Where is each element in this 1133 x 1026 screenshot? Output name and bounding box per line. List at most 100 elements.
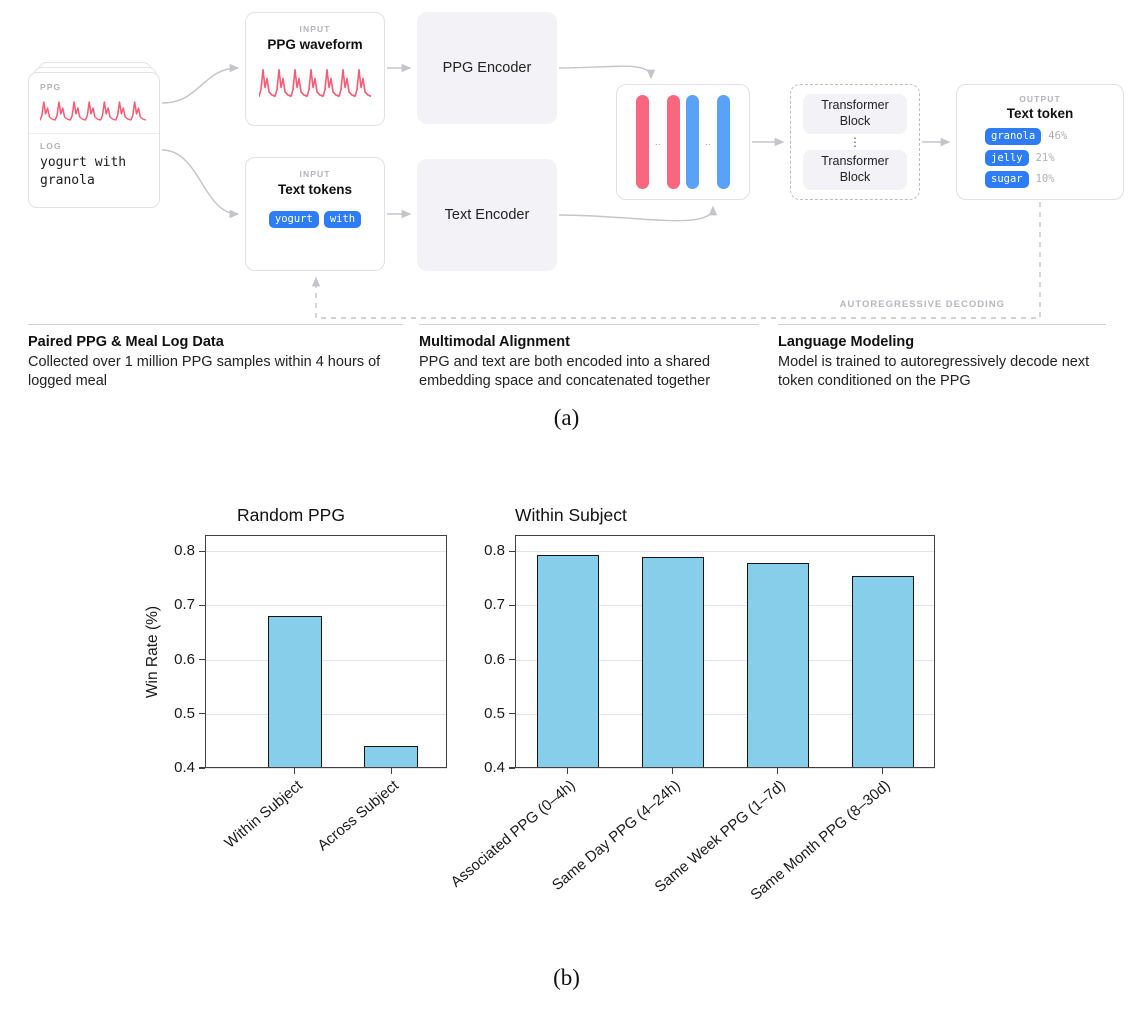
bar xyxy=(641,557,704,768)
transformer-stack-box: Transformer Block ⋮ Transformer Block xyxy=(790,84,920,200)
token-probability: 21% xyxy=(1035,151,1055,164)
y-tick-mark xyxy=(509,659,515,661)
ppg-embedding-bar xyxy=(667,95,680,189)
y-tick-label: 0.4 xyxy=(484,759,505,776)
x-tick-mark xyxy=(671,768,674,774)
token-probability: 10% xyxy=(1035,173,1055,186)
ppg-encoder-label: PPG Encoder xyxy=(442,60,532,76)
gridline xyxy=(205,768,447,769)
note-language-modeling: Language Modeling Model is trained to au… xyxy=(778,324,1106,392)
x-tick-label-text: Same Week PPG (1–7d) xyxy=(651,777,789,896)
y-tick-label: 0.8 xyxy=(484,542,505,560)
autoregressive-decoding-label: AUTOREGRESSIVE DECODING xyxy=(839,299,1005,310)
gridline xyxy=(515,605,935,607)
gridline xyxy=(515,713,935,715)
subfigure-b-caption: (b) xyxy=(553,965,580,990)
x-tick-mark xyxy=(390,768,392,774)
x-tick-label-text: Within Subject xyxy=(221,777,306,852)
note-body: PPG and text are both encoded into a sha… xyxy=(419,354,711,390)
chart-title: Within Subject xyxy=(515,505,627,525)
y-tick-mark xyxy=(199,767,205,769)
meal-log-text-line1: yogurt with xyxy=(40,155,127,170)
input-text-title: Text tokens xyxy=(277,182,353,197)
x-tick-mark xyxy=(293,768,296,774)
token-chip: granola xyxy=(985,128,1042,145)
text-embedding-bar xyxy=(686,95,699,189)
y-tick-label: 0.8 xyxy=(174,542,195,560)
y-tick-label: 0.7 xyxy=(174,596,195,614)
y-tick-mark xyxy=(199,713,205,715)
y-tick-mark xyxy=(509,604,515,606)
x-tick-label-text: Associated PPG (0–4h) xyxy=(447,777,579,891)
input-kicker: INPUT xyxy=(299,24,331,34)
vertical-ellipsis: ⋮ xyxy=(849,135,861,149)
output-token-list: granola 46% jelly 21% sugar 10% xyxy=(985,128,1123,188)
output-token-row: sugar 10% xyxy=(985,171,1123,188)
bar xyxy=(267,616,322,768)
card-divider xyxy=(29,133,159,134)
output-token-row: jelly 21% xyxy=(985,149,1123,166)
y-tick-mark xyxy=(199,604,205,606)
note-body: Model is trained to autoregressively dec… xyxy=(778,354,1090,390)
input-ppg-waveform-box: INPUT PPG waveform xyxy=(245,12,385,126)
y-tick-label: 0.6 xyxy=(174,650,195,668)
token-chip: sugar xyxy=(985,171,1029,188)
transformer-block: Transformer Block xyxy=(803,150,907,190)
ppg-embedding-bar xyxy=(635,95,649,189)
y-tick-mark xyxy=(509,767,515,769)
chart-title: Random PPG xyxy=(237,505,345,525)
note-title: Paired PPG & Meal Log Data xyxy=(28,334,224,350)
gridline xyxy=(515,768,935,769)
ppg-section-label: PPG xyxy=(40,82,62,92)
embedding-box: .. .. xyxy=(616,84,750,200)
input-token-chips: yogurt with xyxy=(268,211,362,228)
y-tick-label: 0.4 xyxy=(174,759,195,776)
gridline xyxy=(205,551,447,553)
gridline xyxy=(515,659,935,661)
plot-area xyxy=(205,535,447,768)
bar xyxy=(746,562,809,768)
note-paired-data: Paired PPG & Meal Log Data Collected ove… xyxy=(28,324,403,392)
arrow-autoregressive-loop xyxy=(311,202,1041,319)
y-axis-label: Win Rate (%) xyxy=(144,605,161,698)
gridline xyxy=(205,659,447,661)
y-tick-label: 0.7 xyxy=(484,596,505,614)
meal-log-text-line2: granola xyxy=(40,172,95,188)
bar xyxy=(364,746,419,768)
x-tick-label-text: Across Subject xyxy=(314,777,403,855)
bar xyxy=(536,555,599,768)
x-tick-label-text: Same Month PPG (8–30d) xyxy=(747,777,894,904)
text-embedding-bar xyxy=(717,95,731,189)
x-tick-mark xyxy=(881,768,884,774)
output-box: OUTPUT Text token granola 46% jelly 21% … xyxy=(956,84,1124,200)
connector-arrows xyxy=(161,63,1041,319)
ppg-encoder-box: PPG Encoder xyxy=(417,12,557,124)
output-title: Text token xyxy=(1006,106,1074,121)
gridline xyxy=(515,551,935,553)
token-chip: jelly xyxy=(985,149,1029,166)
transformer-block: Transformer Block xyxy=(803,94,907,134)
input-ppg-title: PPG waveform xyxy=(267,37,363,52)
text-encoder-label: Text Encoder xyxy=(444,207,530,223)
gridline xyxy=(205,713,447,715)
text-encoder-box: Text Encoder xyxy=(417,159,557,271)
y-tick-mark xyxy=(199,659,205,661)
input-text-tokens-box: INPUT Text tokens yogurt with xyxy=(245,157,385,271)
x-tick-mark xyxy=(566,768,569,774)
output-token-row: granola 46% xyxy=(985,128,1123,145)
y-tick-label: 0.5 xyxy=(484,704,505,722)
ppg-waveform-icon xyxy=(40,101,146,121)
embedding-ellipsis: .. xyxy=(705,137,712,147)
note-title: Multimodal Alignment xyxy=(419,334,570,350)
note-title: Language Modeling xyxy=(778,334,915,350)
token-chip: with xyxy=(323,211,362,228)
y-tick-mark xyxy=(199,550,205,552)
arrow-ppgencoder-to-embed xyxy=(558,65,656,80)
subfigure-a-caption: (a) xyxy=(553,405,580,430)
token-chip: yogurt xyxy=(268,211,319,228)
arrow-card-to-text-input xyxy=(161,149,240,219)
log-section-label: LOG xyxy=(40,141,62,151)
bar xyxy=(851,575,914,768)
y-tick-label: 0.5 xyxy=(174,704,195,722)
